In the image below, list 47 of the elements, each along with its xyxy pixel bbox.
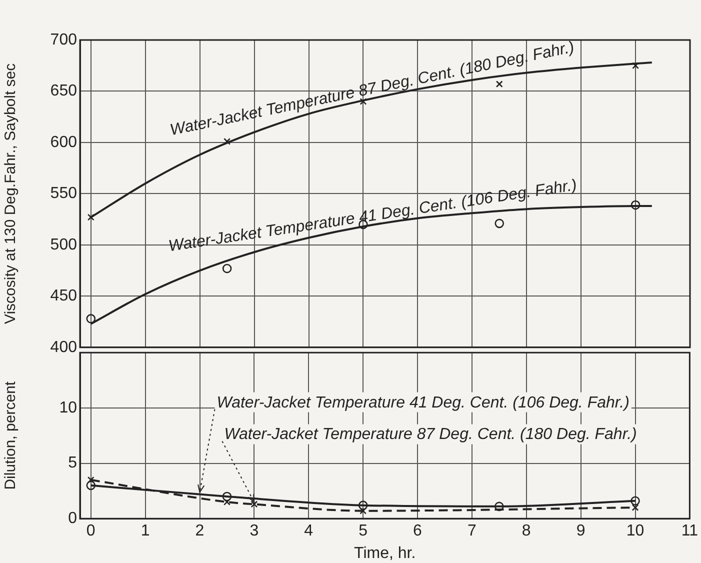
- point: [494, 502, 504, 512]
- x-tick-label: 4: [304, 522, 314, 540]
- y-axis-title: Viscosity at 130 Deg.Fahr., Saybolt sec: [2, 62, 20, 324]
- point: [360, 507, 367, 514]
- y-tick-label: 500: [50, 236, 78, 254]
- point: [87, 476, 94, 484]
- y-tick-label: 400: [50, 338, 78, 356]
- x-axis-title: Time, hr.: [354, 544, 416, 562]
- x-tick-label: 7: [467, 522, 476, 540]
- x-tick-label: 3: [250, 522, 259, 540]
- y-tick-label: 700: [50, 31, 78, 48]
- point: [224, 498, 230, 506]
- y-tick-label: 650: [50, 82, 78, 100]
- point: [632, 504, 639, 512]
- x-tick-label: 10: [626, 522, 644, 540]
- x-tick-label: 0: [86, 522, 96, 540]
- point: [222, 492, 232, 502]
- point: [86, 480, 96, 490]
- x-tick-label: 6: [413, 522, 422, 540]
- annotation: Water-Jacket Temperature 87 Deg. Cent. (180 Deg. Fahr.): [224, 426, 637, 444]
- annotation: Water-Jacket Temperature 41 Deg. Cent. (106 Deg. Fahr.): [167, 176, 578, 256]
- y-axis-title: Dilution, percent: [2, 380, 20, 490]
- point: [494, 218, 504, 228]
- x-tick-label: 5: [358, 522, 368, 540]
- x-tick-label: 9: [576, 522, 586, 540]
- point: [360, 98, 367, 105]
- y-tick-label: 450: [50, 288, 78, 305]
- point: [87, 214, 94, 221]
- y-tick-label: 600: [50, 134, 78, 151]
- x-tick-label: 2: [195, 522, 204, 540]
- point: [496, 80, 503, 88]
- point: [632, 62, 640, 70]
- y-tick-label: 550: [50, 185, 78, 202]
- x-tick-label: 8: [522, 522, 531, 540]
- annotation: Water-Jacket Temperature 41 Deg. Cent. (106 Deg. Fahr.): [216, 394, 630, 412]
- point: [222, 264, 232, 274]
- x-tick-label: 11: [681, 522, 698, 540]
- y-tick-label: 10: [59, 399, 78, 416]
- point: [630, 496, 640, 506]
- point: [86, 314, 96, 324]
- y-tick-label: 0: [68, 510, 78, 528]
- y-tick-label: 5: [68, 454, 78, 472]
- point: [358, 500, 368, 510]
- point: [630, 200, 640, 210]
- point: [224, 138, 231, 145]
- x-tick-label: 1: [140, 522, 150, 540]
- point: [250, 500, 258, 508]
